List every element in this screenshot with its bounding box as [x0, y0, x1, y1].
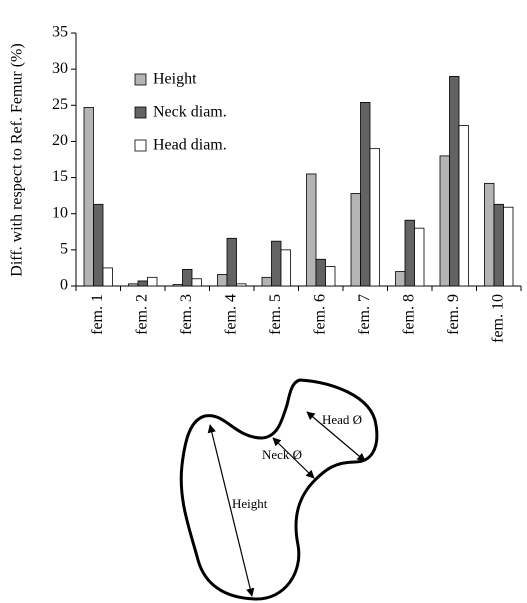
bar — [405, 220, 415, 286]
bar — [138, 281, 148, 286]
bar — [494, 204, 504, 286]
bar — [94, 204, 104, 286]
bar — [272, 241, 282, 286]
bar — [148, 277, 158, 286]
bar — [351, 193, 361, 286]
y-tick-label: 0 — [60, 277, 68, 294]
bar — [281, 250, 291, 286]
bar — [440, 156, 450, 286]
y-tick-label: 30 — [52, 60, 68, 77]
bar — [129, 284, 139, 286]
x-tick-label: fem. 10 — [489, 294, 506, 343]
bar — [227, 238, 237, 286]
bar — [396, 272, 406, 286]
bar — [173, 285, 183, 286]
legend-swatch — [135, 140, 146, 151]
bar — [103, 268, 113, 286]
bar — [370, 149, 380, 286]
x-tick-label: fem. 2 — [133, 294, 150, 335]
x-tick-label: fem. 9 — [445, 294, 462, 335]
bar — [504, 207, 514, 286]
y-tick-label: 5 — [60, 241, 68, 258]
x-tick-label: fem. 6 — [311, 294, 328, 335]
y-tick-label: 15 — [52, 168, 68, 185]
bar — [237, 284, 247, 286]
x-tick-label: fem. 4 — [222, 294, 239, 335]
x-tick-label: fem. 7 — [356, 294, 373, 335]
bar — [459, 126, 469, 286]
bar — [218, 274, 228, 286]
bar — [84, 107, 94, 286]
bar — [361, 102, 371, 286]
bar — [326, 266, 336, 286]
legend-swatch — [135, 107, 146, 118]
bar — [307, 174, 317, 286]
figure: Diff. with respect to Ref. Femur (%) Hea… — [0, 0, 527, 603]
bar — [183, 269, 193, 286]
x-tick-label: fem. 5 — [267, 294, 284, 335]
y-tick-label: 20 — [52, 132, 68, 149]
bar — [450, 76, 460, 286]
femur-diagram: Head Ø Neck Ø Height — [181, 380, 377, 599]
head-label: Head Ø — [322, 412, 362, 427]
legend-swatch — [135, 74, 146, 85]
legend-label: Head diam. — [153, 137, 227, 154]
bar — [316, 259, 326, 286]
x-tick-label: fem. 3 — [178, 294, 195, 335]
y-tick-label: 35 — [52, 24, 68, 41]
x-tick-label: fem. 1 — [89, 294, 106, 335]
y-tick-label: 25 — [52, 96, 68, 113]
height-label: Height — [232, 496, 268, 511]
bar — [262, 277, 272, 286]
bar — [485, 183, 495, 286]
neck-label: Neck Ø — [262, 447, 302, 462]
x-tick-label: fem. 8 — [400, 294, 417, 335]
legend-label: Height — [153, 71, 197, 88]
bar — [192, 279, 202, 286]
bar — [415, 228, 425, 286]
y-tick-label: 10 — [52, 204, 68, 221]
legend-label: Neck diam. — [153, 104, 227, 121]
y-axis-label: Diff. with respect to Ref. Femur (%) — [9, 43, 26, 276]
